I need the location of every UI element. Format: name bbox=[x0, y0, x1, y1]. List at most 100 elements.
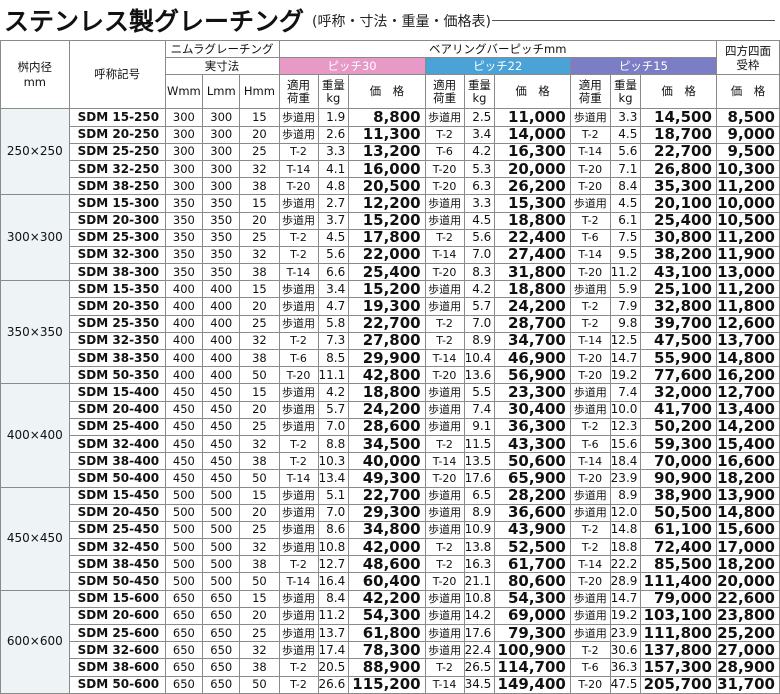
cell-l30: T-14 bbox=[278, 469, 319, 488]
cell-p15: 205,700 bbox=[640, 675, 717, 694]
group-size: 250×250 bbox=[0, 108, 70, 196]
cell-l22: 歩道用 bbox=[424, 589, 465, 608]
header-price-15: 価 格 bbox=[640, 74, 717, 110]
cell-l22: T-20 bbox=[424, 469, 465, 488]
cell-name: SDM 15-250 bbox=[68, 108, 166, 127]
cell-w30: 8.8 bbox=[317, 434, 350, 454]
cell-l15: 歩道用 bbox=[569, 623, 611, 643]
price-table: 桝内径 mm 呼称記号 ニムラグレーチング ベアリングバーピッチmm 四方四面 … bbox=[0, 39, 780, 694]
cell-p15: 22,700 bbox=[640, 142, 717, 161]
cell-p22: 46,900 bbox=[494, 348, 571, 368]
cell-L: 450 bbox=[202, 469, 241, 488]
cell-L: 400 bbox=[202, 348, 241, 368]
cell-H: 32 bbox=[239, 331, 280, 351]
cell-p30: 29,300 bbox=[348, 503, 426, 522]
cell-w15: 12.5 bbox=[609, 331, 642, 351]
cell-l30: 歩道用 bbox=[278, 211, 319, 230]
cell-l15: 歩道用 bbox=[569, 486, 611, 505]
cell-w22: 3.4 bbox=[463, 125, 496, 144]
cell-L: 300 bbox=[202, 108, 241, 127]
group-size: 400×400 bbox=[0, 383, 70, 488]
cell-p15: 38,900 bbox=[640, 486, 717, 505]
table-row: SDM 25-350 400 400 25 歩道用 5.8 22,700 T-2 7.0 28,7… bbox=[1, 314, 780, 333]
cell-w15: 9.8 bbox=[609, 314, 642, 333]
cell-frame: 10,000 bbox=[715, 194, 780, 213]
cell-p30: 11,300 bbox=[348, 125, 426, 144]
table-row: SDM 38-450 500 500 38 T-2 12.7 48,600 T-2 16.3 61… bbox=[1, 555, 780, 574]
cell-frame: 13,000 bbox=[715, 263, 780, 282]
cell-p30: 28,600 bbox=[348, 417, 426, 436]
cell-w22: 8.9 bbox=[463, 503, 496, 522]
cell-w30: 8.6 bbox=[317, 520, 350, 540]
cell-l22: T-2 bbox=[424, 228, 465, 247]
cell-W: 300 bbox=[164, 177, 204, 196]
cell-p15: 79,000 bbox=[640, 589, 717, 608]
cell-l15: T-20 bbox=[569, 263, 611, 282]
cell-l15: T-2 bbox=[569, 417, 611, 436]
table-row: SDM 25-600 650 650 25 歩道用 13.7 61,800 歩道用 17.6 79… bbox=[1, 623, 780, 643]
cell-W: 650 bbox=[164, 658, 204, 677]
header-shihou: 四方四面 受枠 bbox=[715, 39, 780, 76]
cell-p15: 90,900 bbox=[640, 469, 717, 488]
cell-p15: 103,100 bbox=[640, 606, 717, 626]
cell-l22: 歩道用 bbox=[424, 503, 465, 522]
cell-W: 350 bbox=[164, 194, 204, 213]
cell-l22: 歩道用 bbox=[424, 623, 465, 643]
cell-l15: T-20 bbox=[569, 675, 611, 694]
cell-w30: 3.4 bbox=[317, 280, 350, 299]
cell-H: 38 bbox=[239, 555, 280, 574]
cell-H: 15 bbox=[239, 383, 280, 402]
cell-p15: 18,700 bbox=[640, 125, 717, 144]
cell-H: 50 bbox=[239, 675, 280, 694]
cell-w22: 17.6 bbox=[463, 469, 496, 488]
cell-W: 500 bbox=[164, 486, 204, 505]
cell-W: 450 bbox=[164, 400, 204, 419]
cell-frame: 12,700 bbox=[715, 383, 780, 402]
cell-name: SDM 38-300 bbox=[68, 263, 166, 282]
cell-name: SDM 38-350 bbox=[68, 348, 166, 368]
cell-H: 50 bbox=[239, 469, 280, 488]
cell-l22: T-14 bbox=[424, 348, 465, 368]
table-row: SDM 32-400 450 450 32 T-2 8.8 34,500 T-2 11.5 43,… bbox=[1, 434, 780, 454]
cell-W: 400 bbox=[164, 280, 204, 299]
cell-frame: 10,300 bbox=[715, 159, 780, 179]
cell-l22: T-20 bbox=[424, 177, 465, 196]
cell-l15: 歩道用 bbox=[569, 503, 611, 522]
cell-L: 400 bbox=[202, 366, 241, 385]
cell-l22: 歩道用 bbox=[424, 520, 465, 540]
group-size: 450×450 bbox=[0, 486, 70, 591]
cell-H: 25 bbox=[239, 228, 280, 247]
cell-w15: 7.1 bbox=[609, 159, 642, 179]
cell-frame: 22,600 bbox=[715, 589, 780, 608]
cell-name: SDM 32-400 bbox=[68, 434, 166, 454]
cell-l22: 歩道用 bbox=[424, 297, 465, 316]
cell-L: 650 bbox=[202, 606, 241, 626]
cell-W: 400 bbox=[164, 366, 204, 385]
cell-p22: 24,200 bbox=[494, 297, 571, 316]
cell-p30: 42,200 bbox=[348, 589, 426, 608]
cell-w30: 6.6 bbox=[317, 263, 350, 282]
cell-l30: T-14 bbox=[278, 263, 319, 282]
header-pitch15: ピッチ15 bbox=[569, 57, 717, 76]
cell-l30: 歩道用 bbox=[278, 383, 319, 402]
cell-p30: 16,000 bbox=[348, 159, 426, 179]
cell-w22: 13.6 bbox=[463, 366, 496, 385]
cell-l22: 歩道用 bbox=[424, 280, 465, 299]
cell-w22: 7.0 bbox=[463, 245, 496, 265]
cell-l22: T-6 bbox=[424, 142, 465, 161]
cell-w15: 5.6 bbox=[609, 142, 642, 161]
cell-l30: T-14 bbox=[278, 572, 319, 591]
cell-frame: 13,400 bbox=[715, 400, 780, 419]
cell-p22: 43,900 bbox=[494, 520, 571, 540]
cell-p15: 77,600 bbox=[640, 366, 717, 385]
cell-w15: 30.6 bbox=[609, 641, 642, 660]
cell-p15: 25,400 bbox=[640, 211, 717, 230]
cell-W: 350 bbox=[164, 263, 204, 282]
cell-H: 38 bbox=[239, 452, 280, 471]
header-pitch22: ピッチ22 bbox=[424, 57, 571, 76]
cell-L: 500 bbox=[202, 538, 241, 557]
cell-w22: 4.2 bbox=[463, 280, 496, 299]
header-weight-22: 重量 kg bbox=[463, 74, 496, 110]
cell-p30: 13,200 bbox=[348, 142, 426, 161]
cell-H: 20 bbox=[239, 400, 280, 419]
